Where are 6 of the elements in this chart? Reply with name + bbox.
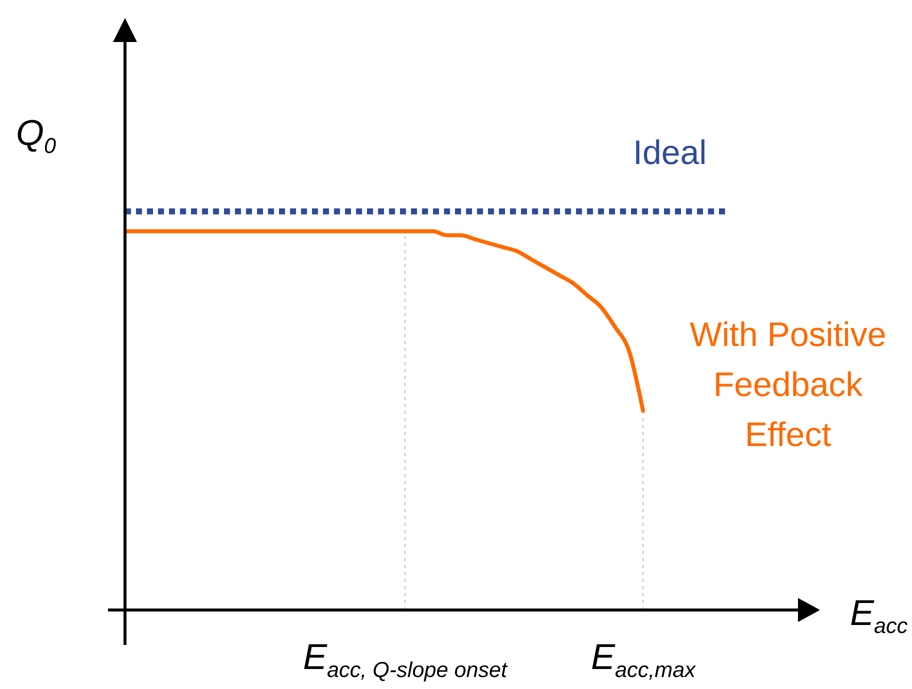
series-label: With Positive Feedback Effect <box>688 315 888 456</box>
x-axis-title: E$_{acc}$ <box>850 592 908 640</box>
x-tick-label: E$_{acc,max}$ <box>591 636 696 684</box>
series-label: Ideal <box>633 133 707 174</box>
x-tick-label: E$_{acc, Q-slope onset}$ <box>303 636 508 684</box>
y-axis-title: Q$_{0}$ <box>16 112 56 160</box>
